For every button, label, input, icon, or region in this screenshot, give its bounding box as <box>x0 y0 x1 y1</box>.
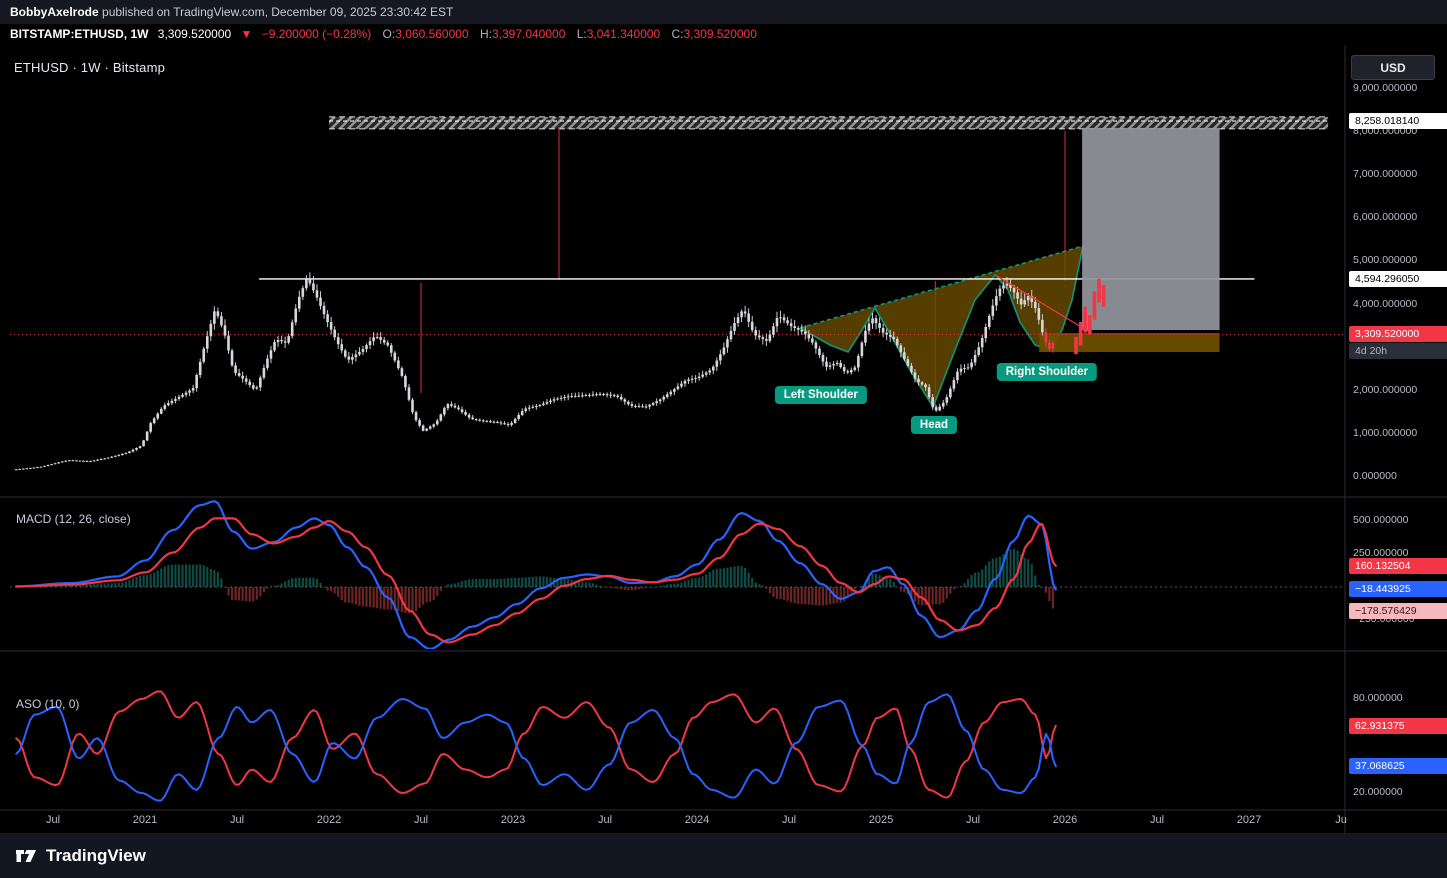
tradingview-brand[interactable]: TradingView <box>46 846 146 865</box>
macd-line <box>15 500 1057 649</box>
open-value: 3,060.560000 <box>395 27 469 41</box>
neckline <box>799 245 1084 329</box>
projection-bar <box>1101 285 1106 307</box>
change-direction-icon: ▼ <box>240 27 253 41</box>
tradingview-logo-icon[interactable] <box>14 844 38 868</box>
high-value: 3,397.040000 <box>491 27 566 41</box>
macd-signal-line <box>15 517 1057 644</box>
projection-bar <box>1078 321 1083 346</box>
macd-indicator-label: MACD (12, 26, close) <box>16 512 131 526</box>
currency-toggle-button[interactable]: USD <box>1351 55 1435 80</box>
close-label: C: <box>671 27 684 41</box>
aso-pane[interactable] <box>15 690 1057 802</box>
aso-indicator-label: ASO (10, 0) <box>16 697 80 711</box>
publish-info: published on TradingView.com, December 0… <box>98 5 454 19</box>
open-label: O: <box>382 27 396 41</box>
publisher-link[interactable]: BobbyAxelrode <box>10 5 99 19</box>
low-value: 3,041.340000 <box>586 27 661 41</box>
aso-bulls-line <box>15 690 1057 799</box>
high-label: H: <box>479 27 492 41</box>
symbol-name: BITSTAMP:ETHUSD, 1W <box>10 27 149 41</box>
footer-bar: TradingView <box>0 834 1447 878</box>
publish-header: BobbyAxelrode published on TradingView.c… <box>0 0 1447 24</box>
projection-bar <box>1074 336 1078 355</box>
projection-bar <box>1097 278 1101 303</box>
low-label: L: <box>576 27 587 41</box>
symbol-info-bar: BITSTAMP:ETHUSD, 1W 3,309.520000 ▼ −9.20… <box>0 24 1447 45</box>
price-pane[interactable] <box>10 116 1345 471</box>
trend-line <box>994 274 1092 334</box>
last-price: 3,309.520000 <box>157 27 232 41</box>
projection-bar <box>1092 291 1097 320</box>
projection-bar <box>1083 306 1088 333</box>
chart-legend: ETHUSD · 1W · Bitstamp <box>14 60 166 75</box>
projection-bar <box>1088 315 1092 335</box>
macd-pane[interactable] <box>10 500 1345 649</box>
aso-bears-line <box>15 693 1057 802</box>
support-zone <box>1039 333 1220 353</box>
close-value: 3,309.520000 <box>683 27 757 41</box>
head-shoulders-fill <box>800 246 1083 407</box>
price-change: −9.200000 (−0.28%) <box>261 27 372 41</box>
target-zone <box>329 116 1329 129</box>
